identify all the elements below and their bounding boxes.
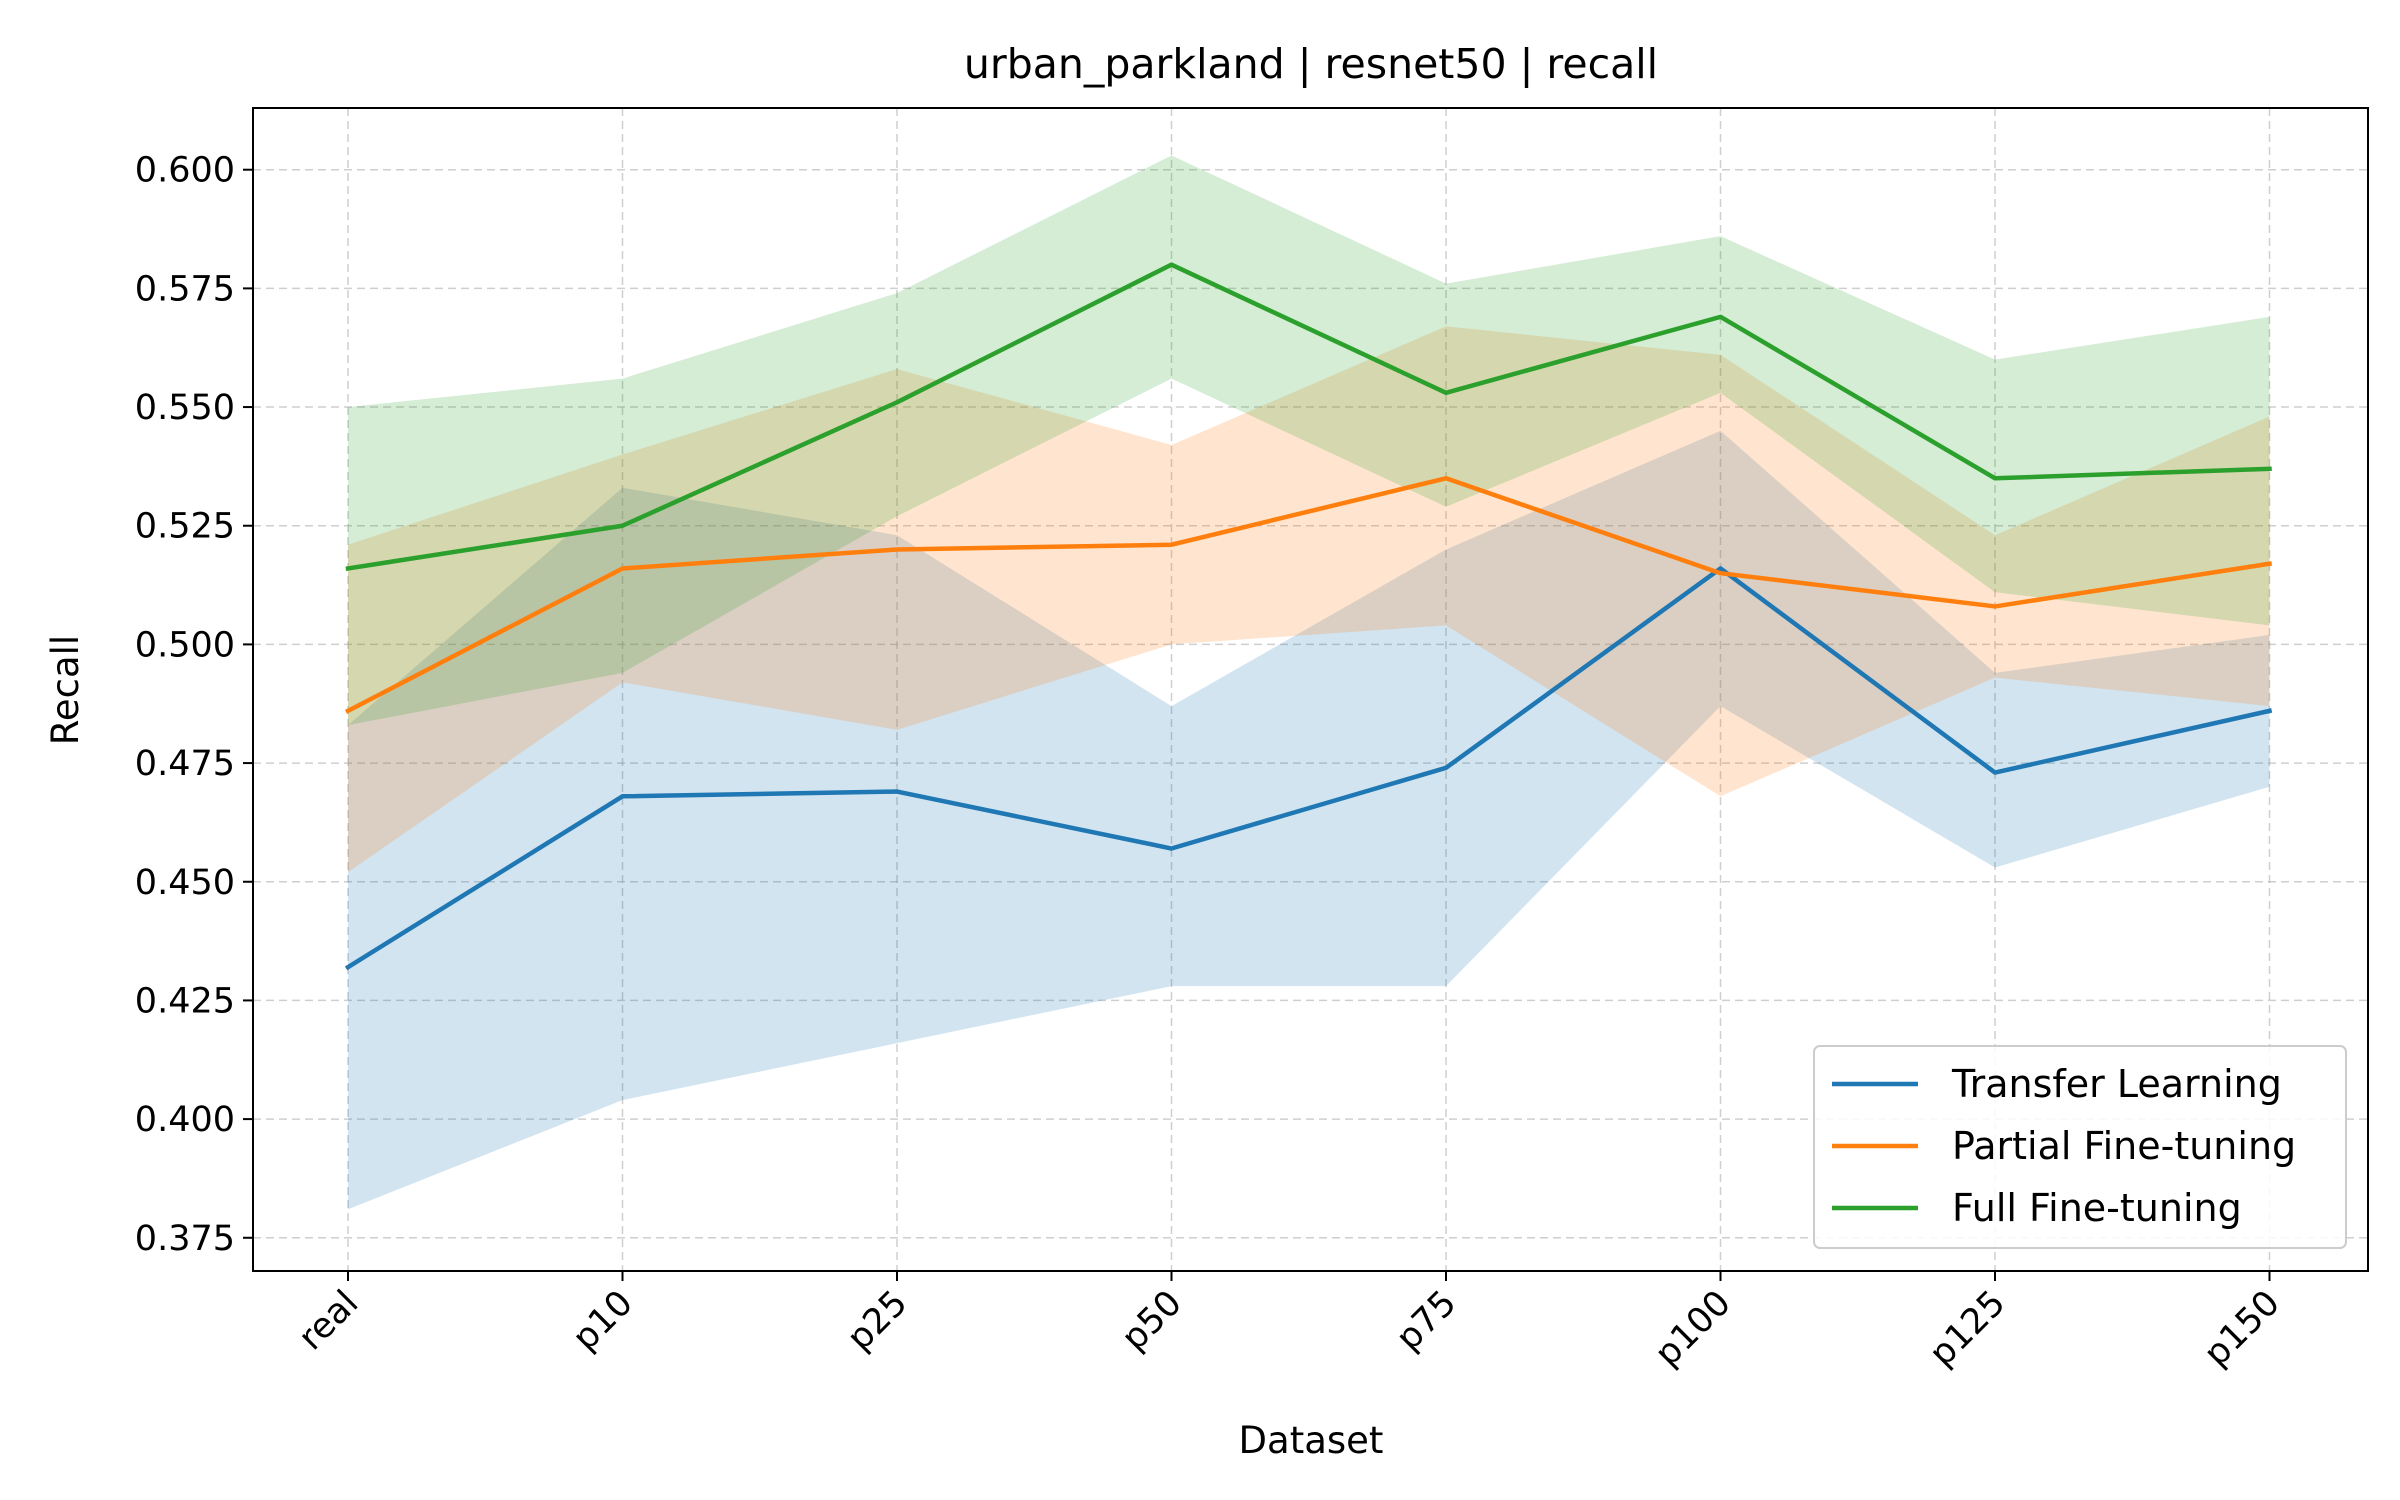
y-axis-title: Recall bbox=[44, 635, 87, 745]
legend-label: Transfer Learning bbox=[1951, 1062, 2282, 1106]
legend-label: Partial Fine-tuning bbox=[1952, 1124, 2296, 1168]
series-line bbox=[344, 476, 2273, 714]
confidence-band bbox=[348, 155, 2270, 726]
confidence-band bbox=[348, 430, 2270, 1210]
legend: Transfer Learning Partial Fine-tuning Full… bbox=[1813, 1045, 2347, 1249]
legend-label: Full Fine-tuning bbox=[1952, 1186, 2242, 1230]
series-line bbox=[345, 262, 2272, 572]
y-tick-label: 0.575 bbox=[135, 269, 235, 309]
y-axis: 0.375 0.400 0.425 0.450 0.475 0.500 0.525 0.550… bbox=[135, 151, 253, 1259]
y-tick-label: 0.400 bbox=[135, 1100, 235, 1140]
y-tick-label: 0.450 bbox=[135, 863, 235, 903]
legend-box bbox=[1813, 1045, 2347, 1249]
y-tick-label: 0.425 bbox=[135, 981, 235, 1021]
plot-frame bbox=[252, 107, 2369, 1272]
series-line bbox=[344, 566, 2273, 971]
chart-title: urban_parkland | resnet50 | recall bbox=[964, 40, 1658, 88]
y-tick-label: 0.525 bbox=[135, 507, 235, 547]
y-tick-label: 0.600 bbox=[135, 151, 235, 191]
confidence-bands bbox=[348, 155, 2270, 1210]
x-axis-title: Dataset bbox=[1239, 1419, 1384, 1462]
confidence-band bbox=[348, 326, 2270, 873]
y-tick-label: 0.500 bbox=[135, 625, 235, 665]
y-tick-label: 0.550 bbox=[135, 388, 235, 428]
gridlines bbox=[253, 108, 2368, 1271]
y-tick-label: 0.475 bbox=[135, 744, 235, 784]
y-tick-label: 0.375 bbox=[135, 1219, 235, 1259]
series-lines bbox=[344, 262, 2273, 971]
